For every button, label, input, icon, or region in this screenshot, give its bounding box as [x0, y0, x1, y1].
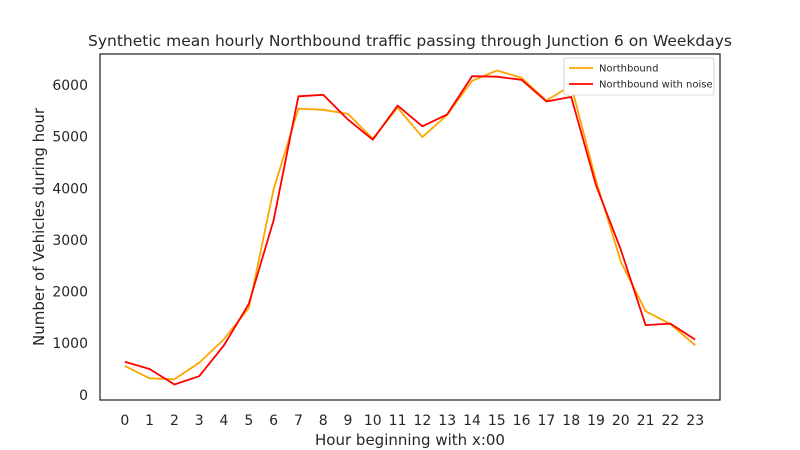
x-tick-label: 3 [195, 413, 204, 429]
y-tick-label: 4000 [52, 181, 88, 197]
y-tick-labels: 0 1000 2000 3000 4000 5000 6000 [52, 78, 88, 404]
x-tick-label: 11 [389, 413, 407, 429]
y-tick-label: 2000 [52, 285, 88, 301]
series-lines [124, 69, 696, 386]
y-tick-label: 0 [79, 388, 88, 404]
y-tick-label: 1000 [52, 336, 88, 352]
x-tick-label: 5 [244, 413, 253, 429]
x-tick-label: 0 [120, 413, 129, 429]
x-tick-label: 12 [413, 413, 431, 429]
x-tick-label: 10 [364, 413, 382, 429]
x-tick-label: 20 [612, 413, 630, 429]
x-tick-label: 13 [438, 413, 456, 429]
legend-label: Northbound [599, 64, 658, 75]
x-tick-label: 22 [661, 413, 679, 429]
plot-frame [99, 53, 721, 401]
x-tick-label: 17 [537, 413, 555, 429]
y-tick-label: 6000 [52, 78, 88, 94]
x-tick-label: 1 [145, 413, 154, 429]
x-tick-label: 6 [269, 413, 278, 429]
x-axis-label: Hour beginning with x:00 [315, 431, 505, 449]
x-tick-label: 23 [686, 413, 704, 429]
y-tick-label: 5000 [52, 130, 88, 146]
legend-label: Northbound with noise [599, 80, 713, 91]
legend-box [563, 57, 715, 96]
x-tick-label: 9 [344, 413, 353, 429]
series-line-northbound-with-noise [124, 75, 696, 386]
chart-title: Synthetic mean hourly Northbound traffic… [88, 32, 732, 50]
x-tick-label: 14 [463, 413, 481, 429]
x-tick-label: 21 [637, 413, 655, 429]
y-axis-label: Number of Vehicles during hour [30, 107, 48, 346]
legend: Northbound Northbound with noise [563, 57, 715, 96]
x-tick-label: 2 [170, 413, 179, 429]
x-tick-label: 19 [587, 413, 605, 429]
y-tick-label: 3000 [52, 233, 88, 249]
x-tick-label: 16 [513, 413, 531, 429]
x-tick-label: 7 [294, 413, 303, 429]
x-tick-label: 15 [488, 413, 506, 429]
x-tick-label: 4 [220, 413, 229, 429]
x-tick-labels: 0 1 2 3 4 5 6 7 8 9 10 11 12 13 14 15 16 17 18 19 20 21 22 23 [120, 413, 704, 429]
x-tick-label: 18 [562, 413, 580, 429]
x-tick-label: 8 [319, 413, 328, 429]
